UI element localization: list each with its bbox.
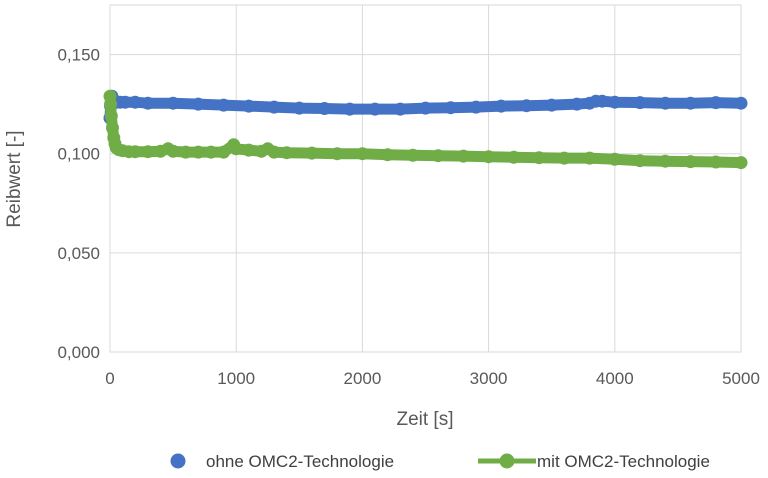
y-tick-label: 0,050 — [57, 244, 100, 263]
tick-labels: 0 1000 2000 3000 4000 5000 0,000 0,050 0,100 0,15… — [57, 46, 759, 388]
data-point-ohne — [444, 101, 458, 115]
legend-marker-ohne — [170, 453, 186, 469]
legend-label-ohne: ohne OMC2-Technologie — [206, 452, 394, 471]
data-point-mit — [229, 142, 243, 156]
data-point-ohne — [368, 102, 382, 116]
x-tick-label: 4000 — [596, 369, 634, 388]
y-tick-label: 0,000 — [57, 343, 100, 362]
data-point-mit — [381, 148, 395, 162]
data-point-ohne — [128, 95, 142, 109]
data-point-mit — [482, 150, 496, 164]
x-tick-label: 5000 — [722, 369, 760, 388]
data-point-mit — [709, 155, 723, 169]
x-tick-label: 1000 — [217, 369, 255, 388]
data-point-ohne — [608, 95, 622, 109]
x-tick-label: 2000 — [343, 369, 381, 388]
data-point-mit — [431, 149, 445, 163]
data-point-mit — [684, 155, 697, 169]
series-layer — [103, 89, 748, 170]
data-point-ohne — [393, 102, 407, 116]
data-point-ohne — [658, 96, 672, 110]
data-point-mit — [406, 148, 420, 162]
data-point-ohne — [595, 94, 609, 108]
data-point-mit — [633, 154, 647, 168]
data-point-ohne — [545, 98, 559, 112]
legend-label-mit: mit OMC2-Technologie — [537, 452, 710, 471]
data-point-ohne — [118, 95, 132, 109]
x-tick-label: 0 — [105, 369, 114, 388]
data-point-ohne — [633, 96, 647, 110]
x-axis-title: Zeit [s] — [396, 409, 453, 430]
data-point-ohne — [292, 101, 306, 115]
data-point-mit — [456, 149, 470, 163]
data-point-mit — [507, 150, 521, 164]
data-point-mit — [734, 156, 748, 170]
data-point-mit — [280, 146, 294, 160]
legend-marker-mit — [499, 453, 515, 469]
y-tick-label: 0,150 — [57, 46, 100, 65]
data-point-ohne — [166, 96, 180, 110]
data-point-ohne — [570, 97, 584, 111]
data-point-mit — [106, 121, 119, 135]
y-tick-label: 0,100 — [57, 145, 100, 164]
data-point-mit — [658, 154, 672, 168]
data-point-mit — [557, 151, 571, 165]
data-point-mit — [267, 145, 281, 159]
data-point-ohne — [343, 102, 357, 116]
data-point-mit — [532, 151, 546, 165]
x-tick-label: 3000 — [470, 369, 508, 388]
data-point-ohne — [709, 96, 723, 110]
data-point-mit — [104, 109, 118, 123]
data-point-ohne — [734, 96, 748, 110]
data-point-ohne — [267, 100, 281, 114]
data-point-mit — [355, 147, 369, 161]
data-point-ohne — [419, 101, 432, 115]
data-point-ohne — [191, 97, 205, 111]
y-axis-title: Reibwert [-] — [4, 130, 25, 227]
data-point-mit — [242, 143, 256, 157]
data-point-mit — [179, 145, 193, 159]
data-point-ohne — [217, 98, 231, 112]
data-point-mit — [608, 152, 622, 166]
data-point-ohne — [141, 96, 155, 110]
data-point-mit — [166, 144, 180, 158]
legend: ohne OMC2-Technologie mit OMC2-Technolog… — [170, 452, 710, 471]
data-point-mit — [191, 145, 205, 159]
data-point-mit — [128, 145, 142, 159]
data-point-ohne — [242, 99, 256, 113]
data-point-mit — [217, 145, 231, 159]
data-point-mit — [141, 145, 155, 159]
data-point-ohne — [469, 100, 483, 114]
data-point-mit — [104, 97, 118, 111]
data-point-ohne — [520, 99, 533, 113]
data-point-mit — [305, 146, 319, 160]
data-point-mit — [583, 151, 597, 165]
plot-frame — [109, 4, 742, 353]
data-point-mit — [204, 145, 218, 159]
data-point-ohne — [494, 99, 508, 113]
data-point-ohne — [684, 96, 697, 110]
data-point-ohne — [318, 102, 331, 115]
data-point-mit — [330, 147, 344, 161]
grid — [109, 4, 742, 353]
